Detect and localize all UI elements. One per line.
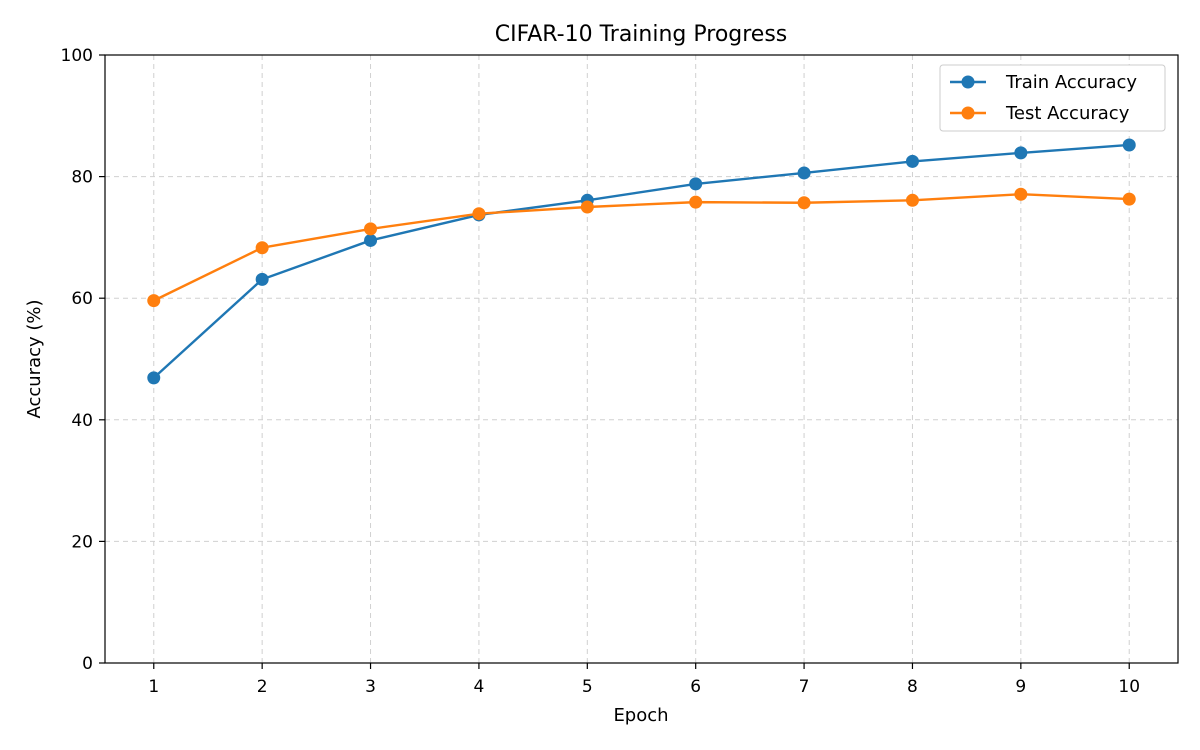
x-tick-label: 2: [257, 677, 268, 697]
series-layer: [147, 138, 1136, 385]
data-point: [905, 154, 919, 168]
data-point: [797, 196, 811, 210]
chart-title: CIFAR-10 Training Progress: [495, 22, 788, 47]
x-tick-label: 9: [1015, 677, 1026, 697]
y-tick-label: 100: [61, 46, 93, 66]
plot-area-frame: [104, 54, 1179, 664]
data-point: [1014, 146, 1028, 160]
x-tick-label: 1: [148, 677, 159, 697]
x-tick-label: 4: [474, 677, 485, 697]
data-point: [1014, 187, 1028, 201]
data-point: [147, 371, 161, 385]
x-axis-ticks: 1 2 3 4 5 6 7 8 9 10: [148, 663, 1140, 697]
x-tick-label: 3: [365, 677, 376, 697]
series-test-accuracy: [147, 187, 1136, 308]
x-tick-label: 5: [582, 677, 593, 697]
y-tick-label: 0: [82, 654, 93, 674]
x-tick-label: 7: [799, 677, 810, 697]
data-point: [1122, 138, 1136, 152]
legend-entry: Test Accuracy: [950, 103, 1130, 124]
grid-lines: [105, 55, 1178, 663]
y-axis-ticks: 0 20 40 60 80 100: [61, 46, 105, 674]
y-tick-label: 20: [71, 532, 93, 552]
y-tick-label: 40: [71, 411, 93, 431]
data-point: [255, 241, 269, 255]
x-axis-label: Epoch: [613, 705, 668, 726]
legend-marker: [961, 75, 975, 89]
legend-entry: Train Accuracy: [950, 72, 1137, 93]
data-point: [364, 233, 378, 247]
data-point: [147, 294, 161, 308]
x-tick-label: 8: [907, 677, 918, 697]
data-point: [580, 200, 594, 214]
data-point: [689, 177, 703, 191]
series-line: [152, 143, 1130, 379]
x-tick-label: 6: [690, 677, 701, 697]
y-tick-label: 80: [71, 168, 93, 188]
data-point: [1122, 192, 1136, 206]
data-point: [797, 166, 811, 180]
y-tick-label: 60: [71, 289, 93, 309]
series-train-accuracy: [147, 138, 1136, 385]
data-point: [905, 193, 919, 207]
legend: Train Accuracy Test Accuracy: [939, 64, 1166, 132]
data-point: [689, 195, 703, 209]
data-point: [255, 272, 269, 286]
series-line: [153, 193, 1130, 302]
x-tick-label: 10: [1118, 677, 1140, 697]
legend-marker: [961, 106, 975, 120]
y-axis-label: Accuracy (%): [24, 299, 45, 418]
data-point: [472, 207, 486, 221]
legend-label: Test Accuracy: [1005, 103, 1130, 124]
legend-box: [939, 64, 1166, 132]
data-point: [364, 222, 378, 236]
legend-label: Train Accuracy: [1005, 72, 1137, 93]
